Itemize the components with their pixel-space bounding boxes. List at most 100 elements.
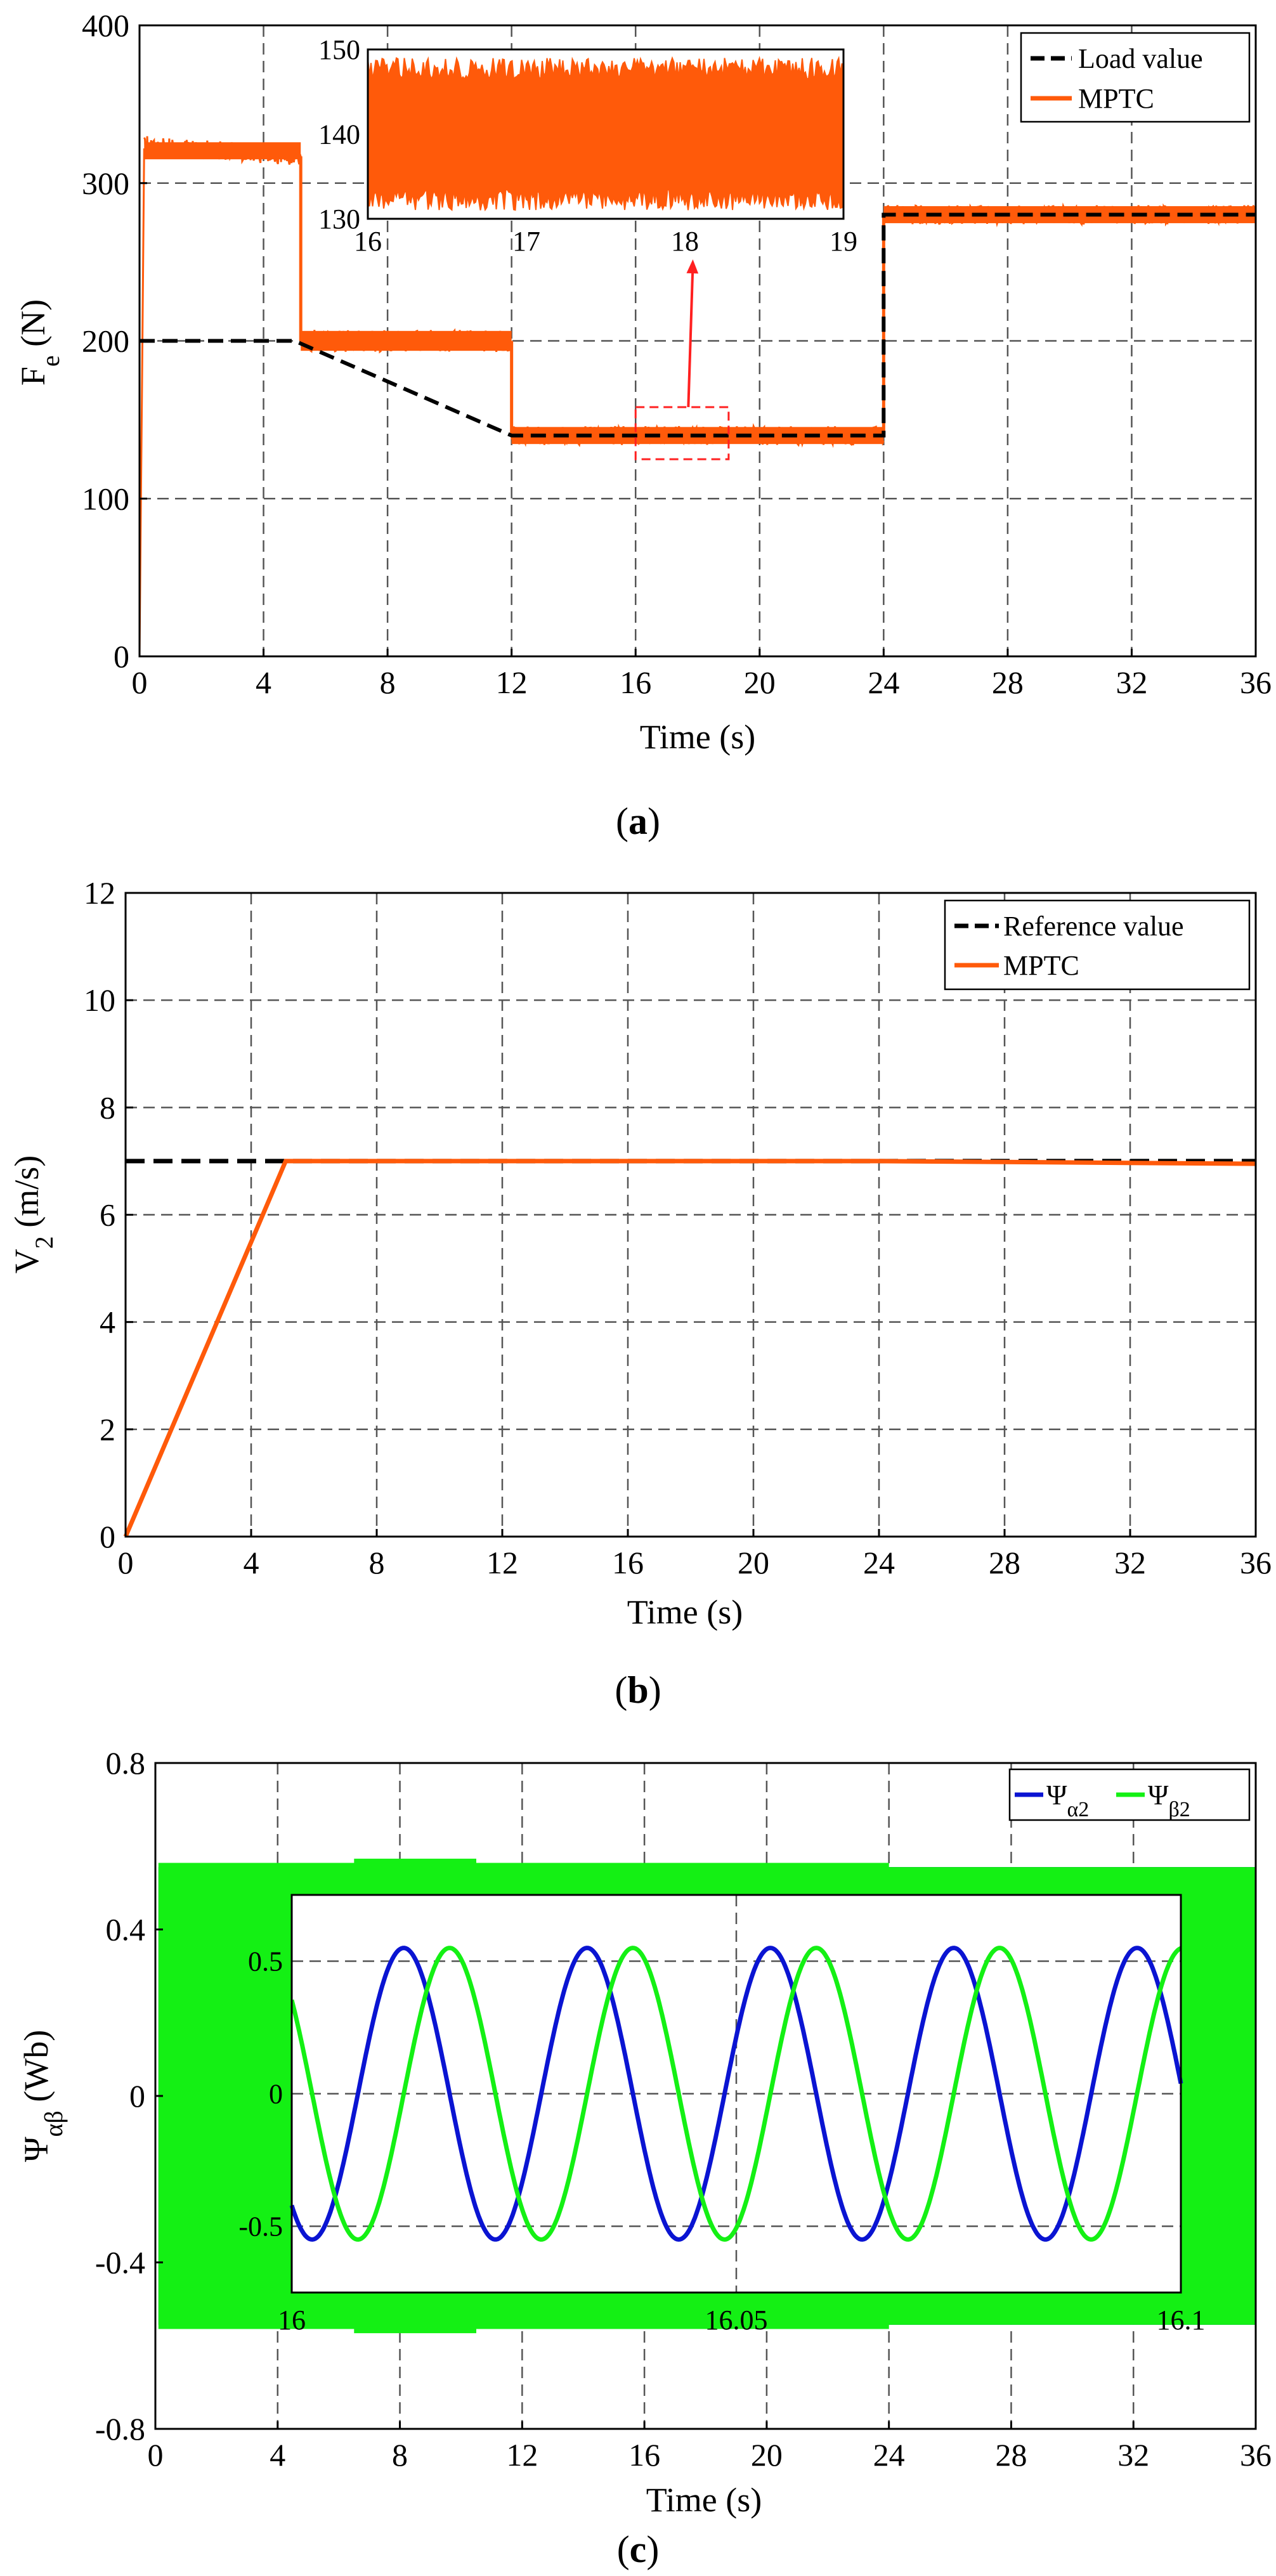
chart-a-inset: 16 17 18 19 130 140 150	[318, 34, 857, 257]
chart-a-legend-box	[1020, 32, 1251, 123]
x-tick-label: 12	[506, 2437, 538, 2473]
chart-c-y-ticks: -0.8 -0.4 0 0.4 0.8	[95, 1745, 163, 2447]
x-tick-label: 0	[132, 665, 148, 700]
inset-y-tick-label: 0.5	[248, 1946, 283, 1977]
mptc-band	[144, 142, 301, 160]
y-tick-label: 10	[84, 982, 115, 1018]
x-tick-label: 4	[244, 1545, 259, 1580]
chart-b-legend: Reference value MPTC	[944, 899, 1251, 991]
x-tick-label: 16	[620, 665, 651, 700]
chart-a-legend: Load value MPTC	[1020, 32, 1251, 123]
y-tick-label: 400	[82, 8, 129, 43]
inset-x-tick-label: 17	[512, 226, 540, 257]
chart-a-zoom-marker	[634, 259, 730, 460]
caption-b: (b)	[615, 1669, 661, 1711]
chart-b-y-ticks: 0 2 4 6 8 10 12	[84, 875, 133, 1554]
inset-y-tick-label: 0	[269, 2079, 283, 2110]
zoom-region-box	[634, 406, 730, 460]
x-tick-label: 20	[744, 665, 776, 700]
x-tick-label: 28	[995, 2437, 1027, 2473]
mptc-band	[301, 330, 512, 351]
inset-psi-beta-wave	[289, 1946, 1182, 2242]
x-tick-label: 4	[270, 2437, 285, 2473]
chart-a-legend-load-label: Load value	[1078, 43, 1203, 74]
y-tick-label: 2	[100, 1412, 115, 1447]
x-tick-label: 36	[1240, 1545, 1272, 1580]
chart-a-legend-mptc-label: MPTC	[1078, 83, 1154, 114]
chart-c-inset: 16 16.05 16.1 -0.5 0 0.5	[238, 1894, 1206, 2336]
x-tick-label: 16	[612, 1545, 644, 1580]
x-tick-label: 20	[738, 1545, 769, 1580]
chart-panel-c: 16 16.05 16.1 -0.5 0 0.5 0 4 8 12 16 20 24 28 32 36 -0…	[17, 1745, 1272, 2570]
y-tick-label: 100	[82, 481, 129, 516]
caption-c: (c)	[617, 2528, 660, 2570]
inset-x-tick-label: 16.1	[1157, 2305, 1206, 2336]
x-tick-label: 0	[148, 2437, 164, 2473]
x-tick-label: 36	[1240, 665, 1272, 700]
x-tick-label: 24	[868, 665, 899, 700]
inset-y-tick-label: 130	[318, 204, 360, 235]
y-tick-label: 6	[100, 1197, 115, 1233]
y-tick-label: 12	[84, 875, 115, 911]
inset-y-tick-label: 140	[318, 119, 360, 150]
zoom-arrow-head	[686, 259, 699, 274]
inset-psi-alpha-wave	[289, 1946, 1183, 2242]
x-tick-label: 8	[392, 2437, 408, 2473]
chart-panel-a: 16 17 18 19 130 140 150 0 4 8 12 16 20 24 28 32 36 0 100…	[14, 8, 1272, 842]
inset-mptc-band	[367, 55, 844, 212]
chart-a-series	[138, 136, 1257, 657]
y-tick-label: 8	[100, 1090, 115, 1125]
inset-x-tick-label: 19	[830, 226, 857, 257]
inset-x-tick-label: 16.05	[705, 2305, 768, 2336]
x-tick-label: 28	[992, 665, 1024, 700]
chart-a-y-axis-label: Fe (N)	[14, 299, 65, 386]
inset-frame-border	[367, 48, 845, 220]
inset-x-tick-label: 16	[354, 226, 382, 257]
x-tick-label: 20	[751, 2437, 783, 2473]
x-tick-label: 12	[496, 665, 528, 700]
chart-c-legend-beta-label: Ψβ2	[1148, 1779, 1190, 1821]
caption-a: (a)	[616, 800, 660, 842]
x-tick-label: 8	[380, 665, 396, 700]
x-tick-label: 32	[1114, 1545, 1146, 1580]
chart-c-y-axis-label: Ψαβ (Wb)	[17, 2030, 68, 2163]
chart-a-x-ticks: 0 4 8 12 16 20 24 28 32 36	[132, 649, 1272, 700]
y-tick-label: 0	[129, 2078, 145, 2114]
y-tick-label: 0	[100, 1519, 115, 1554]
y-tick-label: 0	[114, 639, 129, 674]
y-tick-label: 0.8	[106, 1745, 146, 1781]
y-tick-label: 200	[82, 323, 129, 359]
chart-b-legend-mptc-label: MPTC	[1003, 950, 1079, 981]
y-tick-label: 4	[100, 1304, 115, 1340]
y-tick-label: -0.4	[95, 2245, 145, 2280]
chart-c-legend: Ψα2 Ψβ2	[1008, 1768, 1251, 1821]
mptc-line	[123, 1159, 1256, 1538]
chart-b-legend-box	[944, 899, 1251, 991]
chart-c-legend-alpha-label: Ψα2	[1046, 1779, 1089, 1821]
x-tick-label: 8	[369, 1545, 385, 1580]
x-tick-label: 32	[1116, 665, 1147, 700]
chart-b-x-axis-label: Time (s)	[627, 1593, 743, 1631]
x-tick-label: 0	[118, 1545, 134, 1580]
x-tick-label: 32	[1117, 2437, 1149, 2473]
chart-b-y-axis-label: V2 (m/s)	[8, 1155, 58, 1274]
x-tick-label: 4	[256, 665, 271, 700]
chart-c-x-axis-label: Time (s)	[646, 2481, 762, 2519]
inset-x-tick-label: 18	[671, 226, 699, 257]
chart-b-series	[123, 1159, 1256, 1538]
x-tick-label: 24	[873, 2437, 905, 2473]
inset-frame-border	[290, 1894, 1182, 2294]
chart-b-x-ticks: 0 4 8 12 16 20 24 28 32 36	[118, 1529, 1272, 1580]
x-tick-label: 36	[1240, 2437, 1272, 2473]
x-tick-label: 12	[486, 1545, 518, 1580]
inset-x-tick-label: 16	[278, 2305, 306, 2336]
load-value-line	[140, 212, 1256, 438]
chart-b-legend-reference-label: Reference value	[1003, 911, 1184, 942]
chart-a-y-ticks: 0 100 200 300 400	[82, 8, 147, 674]
inset-y-tick-label: 150	[318, 34, 360, 65]
x-tick-label: 28	[989, 1545, 1020, 1580]
y-tick-label: 300	[82, 166, 129, 201]
zoom-arrow-line	[687, 264, 694, 408]
